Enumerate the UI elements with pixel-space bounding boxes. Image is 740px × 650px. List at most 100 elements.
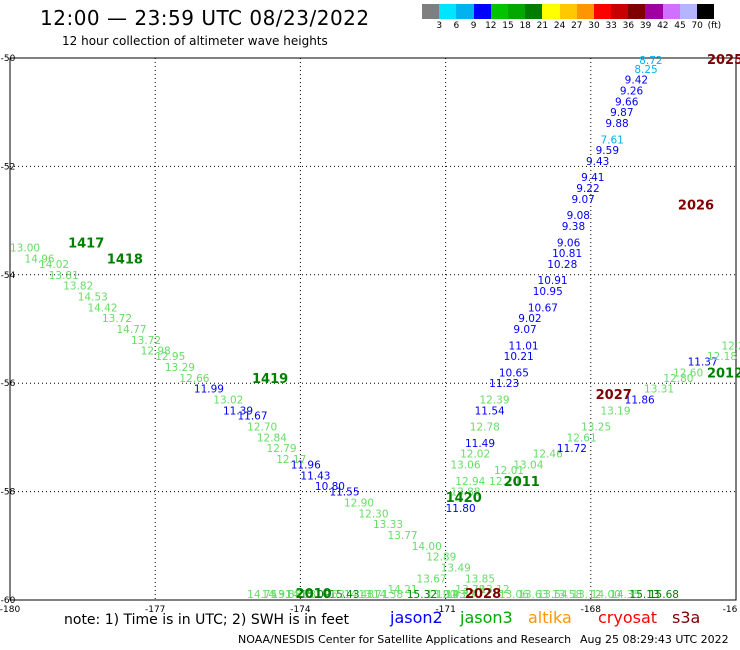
swh-value-label: 7.61	[600, 134, 623, 146]
swh-value-label: 13.33	[373, 519, 403, 531]
colorbar-label: 70	[691, 21, 703, 31]
swh-value-label: 13.85	[465, 573, 495, 585]
swh-value-label: 13.12	[479, 584, 509, 596]
legend-s3a: s3a	[672, 608, 701, 627]
credit-text: NOAA/NESDIS Center for Satellite Applica…	[238, 633, 572, 646]
colorbar-swatch	[679, 4, 697, 19]
colorbar-swatch	[559, 4, 577, 19]
swh-colorbar-labels: 3 6 9 12 15 18 21 24 27 30 33 36 39 42 45 70 (ft)	[422, 21, 740, 33]
orbit-number-label: 1420	[446, 491, 482, 506]
swh-value-label: 14.91	[262, 589, 292, 601]
colorbar-label: 36	[622, 21, 635, 31]
colorbar-swatch	[525, 4, 543, 19]
swh-value-label: 9.02	[518, 313, 541, 325]
y-tick-label: -52	[1, 162, 16, 172]
swh-value-label: 15.13	[630, 589, 660, 601]
colorbar-label: 24	[553, 21, 566, 31]
swh-value-label: 13.49	[441, 562, 471, 574]
swh-value-label: 14.02	[39, 259, 69, 271]
colorbar-swatch	[628, 4, 646, 19]
swh-value-label: 13.58	[552, 589, 582, 601]
map-frame	[9, 57, 737, 601]
swh-value-label: 14.21	[388, 584, 418, 596]
swh-value-label: 10.91	[538, 275, 568, 287]
swh-value-label: 13.67	[417, 573, 447, 585]
y-tick-label: -54	[1, 271, 16, 281]
x-tick-label: -174	[290, 605, 311, 615]
swh-value-label: 12.39	[479, 394, 509, 406]
swh-value-label: 15.43	[329, 589, 359, 601]
y-tick-label: -56	[1, 379, 16, 389]
swh-value-label: 11.96	[291, 460, 321, 472]
y-tick-label: -58	[1, 488, 16, 498]
swh-value-label: 11.54	[475, 405, 505, 417]
swh-value-label: 9.41	[581, 172, 604, 184]
swh-value-label: 9.87	[610, 107, 633, 119]
swh-value-label: 13.54	[538, 589, 568, 601]
swh-value-label: 13.63	[518, 589, 548, 601]
colorbar-swatch	[422, 4, 440, 19]
swh-value-label: 12.02	[460, 449, 490, 461]
colorbar-label: 3	[436, 21, 443, 31]
map-subtitle: 12 hour collection of altimeter wave hei…	[62, 34, 328, 48]
orbit-number-label: 2012	[707, 366, 740, 381]
swh-value-label: 13.19	[600, 405, 630, 417]
colorbar-label: 33	[605, 21, 617, 31]
swh-value-label: 13.06	[450, 460, 480, 472]
swh-value-label: 13.88	[450, 487, 480, 499]
swh-value-label: 11.39	[223, 405, 253, 417]
map-title: 12:00 — 23:59 UTC 08/23/2022	[40, 6, 370, 30]
x-tick-label: -180	[0, 605, 20, 615]
colorbar-label: 21	[536, 21, 549, 31]
swh-value-label: 14.35	[610, 589, 640, 601]
swh-value-label: 11.99	[194, 384, 224, 396]
swh-value-label: 12.98	[141, 346, 171, 358]
swh-value-label: 12.90	[344, 497, 374, 509]
swh-value-label: 14.77	[116, 324, 146, 336]
y-tick-label: -60	[1, 596, 16, 606]
swh-value-label: 13.78	[455, 584, 485, 596]
swh-value-label: 13.77	[388, 530, 418, 542]
swh-value-label: 9.42	[625, 75, 648, 87]
colorbar-swatch	[507, 4, 526, 19]
swh-value-label: 12.60	[673, 367, 703, 379]
swh-value-label: 12.95	[155, 351, 185, 363]
orbit-number-label: 1417	[68, 236, 104, 251]
colorbar-label: 6	[453, 21, 460, 31]
swh-value-label: 13.12	[571, 589, 601, 601]
orbit-number-label: 2010	[296, 587, 332, 602]
orbit-number-label: 1418	[107, 253, 143, 268]
orbit-number-label: 2027	[596, 388, 632, 403]
swh-value-label: 9.07	[513, 324, 536, 336]
swh-value-label: 14.48	[344, 589, 374, 601]
swh-value-label: 12.70	[489, 476, 519, 488]
swh-value-label: 11.86	[625, 394, 655, 406]
swh-value-label: 10.81	[552, 248, 582, 260]
swh-value-label: 9.59	[596, 145, 619, 157]
swh-value-label: 12.70	[247, 422, 277, 434]
swh-value-label: 10.28	[547, 259, 577, 271]
swh-value-label: 12.80	[663, 373, 693, 385]
orbit-number-label: 2025	[707, 53, 740, 68]
swh-value-label: 9.66	[615, 96, 639, 108]
x-tick-label: -16	[723, 605, 738, 615]
swh-value-label: 13.82	[63, 281, 93, 293]
swh-value-label: 12.01	[494, 465, 524, 477]
swh-value-label: 13.81	[49, 270, 79, 282]
legend-jason2: jason2	[390, 608, 443, 627]
swh-value-label: 14.96	[25, 254, 55, 266]
swh-value-label: 13.00	[10, 243, 40, 255]
legend-cryosat: cryosat	[598, 608, 658, 627]
swh-value-label: 11.43	[300, 470, 330, 482]
colorbar-swatch	[576, 4, 594, 19]
colorbar-label: 42	[657, 21, 669, 31]
swh-value-label: 13.02	[213, 394, 243, 406]
swh-value-label: 13.38	[271, 589, 301, 601]
swh-value-label: 15.09	[300, 589, 330, 601]
colorbar-label: 9	[470, 21, 477, 31]
swh-value-label: 13.72	[102, 313, 132, 325]
y-tick-label: -50	[1, 54, 16, 64]
colorbar-swatch	[473, 4, 491, 19]
swh-value-label: 14.53	[315, 589, 345, 601]
